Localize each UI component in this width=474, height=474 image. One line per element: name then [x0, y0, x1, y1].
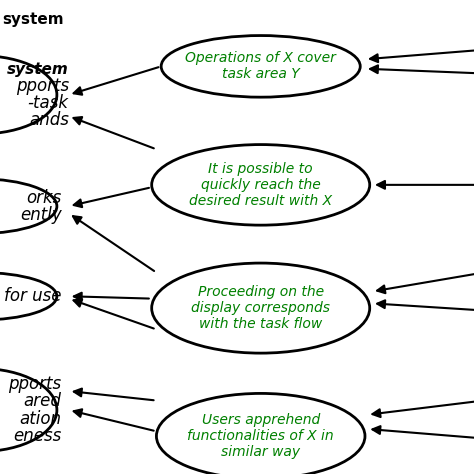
Text: system: system: [2, 12, 64, 27]
Ellipse shape: [0, 273, 57, 320]
Ellipse shape: [0, 55, 57, 134]
Text: ently: ently: [20, 206, 62, 224]
Ellipse shape: [156, 393, 365, 474]
Text: It is possible to
quickly reach the
desired result with X: It is possible to quickly reach the desi…: [189, 162, 332, 208]
Text: ared: ared: [24, 392, 62, 410]
Text: ation: ation: [19, 410, 62, 428]
Ellipse shape: [0, 179, 57, 234]
Text: Proceeding on the
display corresponds
with the task flow: Proceeding on the display corresponds wi…: [191, 285, 330, 331]
Text: for use: for use: [4, 287, 62, 305]
Ellipse shape: [161, 36, 360, 97]
Text: -task: -task: [28, 94, 69, 112]
Text: Operations of X cover
task area Y: Operations of X cover task area Y: [185, 51, 336, 82]
Text: ands: ands: [29, 111, 69, 129]
Ellipse shape: [152, 263, 370, 353]
Text: pports: pports: [16, 77, 69, 95]
Text: pports: pports: [9, 375, 62, 393]
Text: eness: eness: [13, 427, 62, 445]
Ellipse shape: [0, 369, 57, 451]
Text: orks: orks: [27, 189, 62, 207]
Text: system: system: [7, 62, 69, 77]
Text: Users apprehend
functionalities of X in
similar way: Users apprehend functionalities of X in …: [187, 413, 334, 459]
Ellipse shape: [152, 145, 370, 225]
